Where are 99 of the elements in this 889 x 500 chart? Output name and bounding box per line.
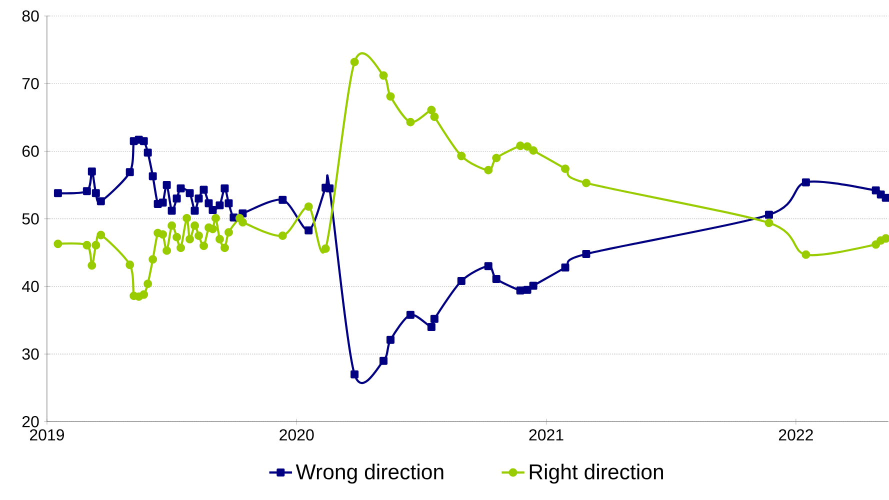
point xyxy=(350,370,359,379)
point xyxy=(148,172,157,180)
point xyxy=(158,230,168,239)
point xyxy=(204,199,213,208)
point xyxy=(190,206,199,215)
point xyxy=(158,198,167,207)
x-tick-label: 2020 xyxy=(280,429,314,441)
point xyxy=(427,323,436,332)
point xyxy=(215,235,224,244)
point xyxy=(529,146,538,155)
point xyxy=(220,244,229,252)
point xyxy=(764,218,774,228)
point xyxy=(199,242,208,250)
point xyxy=(92,241,100,250)
point xyxy=(484,262,492,270)
point xyxy=(457,152,466,160)
point xyxy=(88,168,96,176)
point xyxy=(162,246,172,256)
point xyxy=(430,315,438,324)
point xyxy=(582,178,590,188)
point xyxy=(492,275,500,284)
y-tick-label: 80 xyxy=(22,10,39,22)
point xyxy=(168,222,176,230)
point xyxy=(380,357,388,366)
point xyxy=(872,240,880,249)
point xyxy=(802,250,810,260)
point xyxy=(194,194,203,203)
point xyxy=(168,206,176,215)
point xyxy=(379,71,388,80)
point xyxy=(176,184,185,193)
point xyxy=(224,228,233,237)
x-tick-label: 2021 xyxy=(529,429,564,441)
point xyxy=(190,222,200,230)
point xyxy=(523,286,532,294)
point xyxy=(516,142,525,150)
point xyxy=(582,250,590,258)
y-tick-label: 20 xyxy=(22,416,39,428)
point xyxy=(54,189,62,198)
point xyxy=(220,184,229,193)
point xyxy=(140,290,148,300)
point xyxy=(82,241,92,250)
point xyxy=(492,154,501,162)
point xyxy=(82,187,91,196)
y-tick-label: 50 xyxy=(22,213,39,225)
y-tick-label: 60 xyxy=(22,146,39,158)
point xyxy=(172,194,181,203)
point xyxy=(560,164,570,174)
point xyxy=(406,311,414,320)
point xyxy=(88,261,96,270)
point xyxy=(200,186,208,194)
point xyxy=(802,178,810,187)
x-tick-label: 2022 xyxy=(778,429,813,441)
point xyxy=(304,226,313,235)
point xyxy=(211,214,220,223)
point xyxy=(321,244,330,254)
point xyxy=(386,92,395,101)
point xyxy=(484,166,493,175)
point xyxy=(144,280,152,288)
y-tick-label: 40 xyxy=(22,280,39,292)
point xyxy=(278,232,287,240)
point xyxy=(278,196,287,204)
y-tick-label: 70 xyxy=(22,78,39,90)
legend-label: Wrong direction xyxy=(296,464,444,484)
legend-label: Right direction xyxy=(530,464,663,484)
point xyxy=(194,232,204,240)
point xyxy=(148,255,158,264)
point xyxy=(406,118,415,127)
point xyxy=(96,230,106,240)
point xyxy=(529,282,538,290)
point xyxy=(144,148,152,157)
point xyxy=(457,277,466,286)
point xyxy=(516,286,524,295)
point xyxy=(186,189,194,198)
point xyxy=(386,336,394,344)
point xyxy=(216,202,224,210)
point xyxy=(764,210,773,219)
point xyxy=(326,184,334,193)
x-tick-label: 2019 xyxy=(30,429,64,441)
point xyxy=(176,244,186,252)
point xyxy=(92,189,100,198)
point xyxy=(208,206,217,214)
point xyxy=(172,233,182,242)
point xyxy=(126,168,134,176)
point xyxy=(430,112,439,122)
point xyxy=(224,199,233,208)
point xyxy=(140,137,148,146)
point xyxy=(350,58,359,66)
point xyxy=(427,106,436,114)
y-tick-label: 30 xyxy=(22,348,39,360)
point xyxy=(54,240,62,248)
point xyxy=(238,218,247,227)
point xyxy=(304,202,313,212)
point xyxy=(126,260,134,270)
point xyxy=(523,142,532,151)
point xyxy=(182,214,192,223)
point xyxy=(96,197,105,206)
point xyxy=(162,181,171,190)
point xyxy=(186,235,194,244)
point xyxy=(561,264,570,272)
